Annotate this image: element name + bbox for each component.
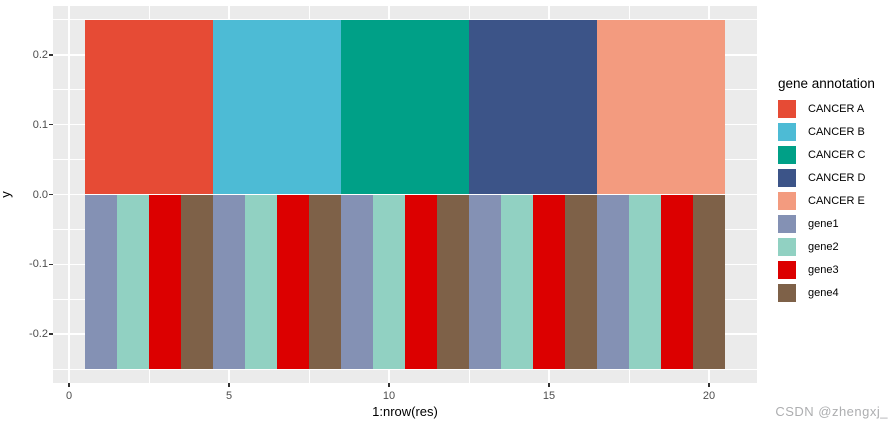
y-axis-tick	[49, 333, 53, 335]
gene-bar-gene4	[693, 194, 725, 370]
legend-entry-label: CANCER A	[808, 103, 865, 115]
legend-swatch	[778, 123, 796, 141]
x-axis-tick	[548, 383, 550, 387]
gene-bar-gene2	[117, 194, 149, 370]
x-axis-title: 1:nrow(res)	[372, 404, 438, 419]
y-axis-tick-label: -0.1	[29, 258, 48, 271]
legend-swatch	[778, 284, 796, 302]
gene-bar-gene4	[309, 194, 341, 370]
legend-entry-label: CANCER B	[808, 126, 865, 138]
x-axis-tick-label: 10	[382, 390, 396, 402]
legend-entry-label: gene4	[808, 287, 839, 299]
x-axis-tick-label: 15	[542, 390, 556, 402]
gene-bar-gene4	[181, 194, 213, 370]
gene-bar-gene3	[405, 194, 437, 370]
legend-entry: CANCER D	[778, 169, 875, 187]
y-axis-tick-label: 0.2	[32, 48, 48, 61]
y-axis-tick	[49, 123, 53, 126]
y-axis-tick	[49, 193, 53, 196]
gene-bar-gene4	[565, 194, 597, 370]
watermark: CSDN @zhengxj_	[775, 404, 888, 419]
y-axis-tick-label: 0.0	[32, 188, 48, 201]
gene-bar-gene3	[149, 194, 181, 370]
legend-entries: CANCER A CANCER B CANCER C CANCER D CANCER E…	[778, 100, 875, 302]
annotation-block-cancer-a	[85, 19, 213, 195]
legend-title: gene annotation	[778, 76, 875, 91]
legend-entry: CANCER E	[778, 192, 875, 210]
legend-entry-label: gene3	[808, 264, 839, 276]
annotation-block-cancer-b	[213, 19, 341, 195]
annotation-block-cancer-c	[341, 19, 469, 195]
gene-bar-gene2	[245, 194, 277, 370]
gene-bar-gene3	[533, 194, 565, 370]
annotation-block-cancer-e	[597, 19, 725, 195]
legend-swatch	[778, 215, 796, 233]
gene-bar-gene1	[341, 194, 373, 370]
y-axis-tick	[49, 263, 53, 266]
y-axis-tick	[49, 54, 53, 56]
gene-bar-gene3	[277, 194, 309, 370]
legend-entry: gene2	[778, 238, 875, 256]
legend-swatch	[778, 192, 796, 210]
legend-swatch	[778, 169, 796, 187]
legend-swatch	[778, 100, 796, 118]
legend-entry: gene4	[778, 284, 875, 302]
gene-bar-gene3	[661, 194, 693, 370]
legend-entry-label: gene2	[808, 241, 839, 253]
legend-swatch	[778, 146, 796, 164]
legend: gene annotation CANCER A CANCER B CANCER C…	[778, 76, 875, 307]
x-axis-tick	[708, 383, 710, 387]
x-axis-tick	[68, 383, 70, 387]
gene-bar-gene2	[629, 194, 661, 370]
x-axis-tick-label: 5	[225, 390, 233, 402]
legend-entry-label: CANCER C	[808, 149, 866, 161]
legend-entry: CANCER A	[778, 100, 875, 118]
legend-entry: gene1	[778, 215, 875, 233]
y-axis-title: y	[0, 191, 13, 198]
gene-bar-gene1	[213, 194, 245, 370]
x-axis-tick	[228, 383, 230, 387]
legend-entry: gene3	[778, 261, 875, 279]
legend-swatch	[778, 261, 796, 279]
y-axis-tick-label: -0.2	[29, 328, 48, 341]
gene-bar-gene2	[501, 194, 533, 370]
x-axis-tick-label: 20	[702, 390, 716, 402]
gene-bar-gene1	[85, 194, 117, 370]
legend-entry-label: CANCER D	[808, 172, 866, 184]
legend-entry: CANCER C	[778, 146, 875, 164]
legend-entry-label: gene1	[808, 218, 839, 230]
y-axis-tick-label: 0.1	[32, 118, 48, 131]
gridline-y-minor	[53, 368, 757, 370]
x-axis-tick	[388, 383, 390, 387]
gene-bar-gene1	[597, 194, 629, 370]
legend-entry: CANCER B	[778, 123, 875, 141]
gene-bar-gene1	[469, 194, 501, 370]
gene-bar-gene4	[437, 194, 469, 370]
gene-bar-gene2	[373, 194, 405, 370]
legend-swatch	[778, 238, 796, 256]
legend-entry-label: CANCER E	[808, 195, 865, 207]
x-axis-tick-label: 0	[65, 390, 73, 402]
annotation-block-cancer-d	[469, 19, 597, 195]
